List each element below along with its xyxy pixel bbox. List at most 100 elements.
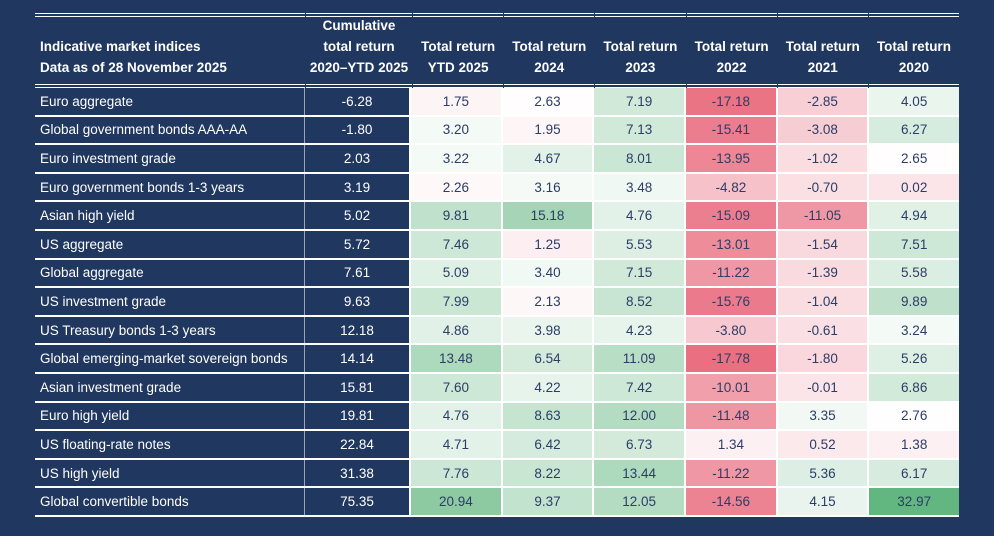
table-row: US aggregate 5.72 7.46 1.25 5.53 -13.01 -1.54 7… xyxy=(35,230,960,260)
row-label: Asian high yield xyxy=(35,202,305,229)
cumulative-return-cell: 3.19 xyxy=(305,173,411,201)
return-cell: 5.58 xyxy=(867,259,960,287)
return-cell: 7.76 xyxy=(411,459,501,487)
return-cell: 7.13 xyxy=(592,116,685,144)
return-cell: -3.08 xyxy=(775,116,868,144)
row-label: Global emerging-market sovereign bonds xyxy=(35,345,305,372)
return-cell: 13.44 xyxy=(592,459,685,487)
cumulative-return-cell: 15.81 xyxy=(305,373,411,401)
header-col-1: Total return YTD 2025 xyxy=(413,13,504,88)
cumulative-return-cell: 9.63 xyxy=(305,288,411,315)
cumulative-return-cell: 14.14 xyxy=(305,345,411,372)
return-cell: 8.52 xyxy=(592,288,685,315)
table-row: Global emerging-market sovereign bonds 14… xyxy=(35,345,960,374)
return-cell: 4.94 xyxy=(867,202,960,229)
return-cell: 9.37 xyxy=(500,488,593,515)
return-cell: 3.40 xyxy=(500,259,593,287)
return-cell: -0.70 xyxy=(775,173,868,201)
return-cell: -11.22 xyxy=(684,259,776,287)
row-label: US high yield xyxy=(35,459,305,487)
return-cell: 4.22 xyxy=(500,373,593,401)
header-title-line1: Indicative market indices xyxy=(40,39,201,54)
row-label: US investment grade xyxy=(35,288,305,315)
header-row: Indicative market indices Data as of 28 … xyxy=(35,13,960,88)
return-cell: -14.56 xyxy=(684,488,776,515)
return-cell: 3.48 xyxy=(592,173,685,201)
header-col-6: Total return 2020 xyxy=(868,13,960,88)
return-cell: 3.24 xyxy=(867,316,960,344)
return-cell: 9.81 xyxy=(411,202,501,229)
header-col-line: 2022 xyxy=(716,60,747,75)
return-cell: -1.39 xyxy=(775,259,868,287)
header-col-line: Total return xyxy=(603,39,678,54)
return-cell: -11.22 xyxy=(684,459,776,487)
return-cell: -15.41 xyxy=(684,116,776,144)
return-cell: 7.19 xyxy=(592,88,685,115)
header-col-line: Total return xyxy=(421,39,496,54)
return-cell: 12.05 xyxy=(592,488,685,515)
return-cell: 4.76 xyxy=(411,402,501,430)
return-cell: 1.38 xyxy=(867,431,960,458)
return-cell: 7.51 xyxy=(867,230,960,258)
cumulative-return-cell: 12.18 xyxy=(305,316,411,344)
return-cell: 4.67 xyxy=(500,145,593,172)
return-cell: -17.18 xyxy=(684,88,776,115)
header-col-4: Total return 2022 xyxy=(686,13,777,88)
return-cell: -15.76 xyxy=(684,288,776,315)
header-col-0: Cumulative total return 2020–YTD 2025 xyxy=(306,13,412,88)
return-cell: 7.60 xyxy=(411,373,501,401)
return-cell: 3.98 xyxy=(500,316,593,344)
cumulative-return-cell: 22.84 xyxy=(305,431,411,458)
return-cell: 3.35 xyxy=(775,402,868,430)
return-cell: 4.05 xyxy=(867,88,960,115)
cumulative-return-cell: -6.28 xyxy=(305,88,411,115)
row-label: US floating-rate notes xyxy=(35,431,305,458)
return-cell: 4.23 xyxy=(592,316,685,344)
return-cell: 6.27 xyxy=(867,116,960,144)
return-cell: 3.22 xyxy=(411,145,501,172)
return-cell: -15.09 xyxy=(684,202,776,229)
return-cell: 12.00 xyxy=(592,402,685,430)
header-row-label: Indicative market indices Data as of 28 … xyxy=(35,13,305,88)
return-cell: -0.61 xyxy=(775,316,868,344)
return-cell: -13.95 xyxy=(684,145,776,172)
return-cell: -11.05 xyxy=(775,202,868,229)
return-cell: 2.13 xyxy=(500,288,593,315)
table-row: Euro government bonds 1-3 years 3.19 2.26 3… xyxy=(35,173,960,203)
cumulative-return-cell: 7.61 xyxy=(305,259,411,287)
header-col-line: Total return xyxy=(876,39,951,54)
return-cell: -1.02 xyxy=(775,145,868,172)
return-cell: -11.48 xyxy=(684,402,776,430)
return-cell: 2.63 xyxy=(500,88,593,115)
return-cell: -17.78 xyxy=(684,345,776,372)
return-cell: 8.63 xyxy=(500,402,593,430)
table-row: US high yield 31.38 7.76 8.22 13.44 -11.22 5.3… xyxy=(35,459,960,489)
row-label: Euro investment grade xyxy=(35,145,305,172)
cumulative-return-cell: 31.38 xyxy=(305,459,411,487)
return-cell: 1.25 xyxy=(500,230,593,258)
return-cell: 7.99 xyxy=(411,288,501,315)
return-cell: 6.42 xyxy=(500,431,593,458)
return-cell: -1.54 xyxy=(775,230,868,258)
table-body: Euro aggregate -6.28 1.75 2.63 7.19 -17.18 -2.… xyxy=(35,88,960,517)
return-cell: 7.15 xyxy=(592,259,685,287)
return-cell: 2.26 xyxy=(411,173,501,201)
return-cell: 6.73 xyxy=(592,431,685,458)
return-cell: 13.48 xyxy=(411,345,501,372)
header-col-line: 2020 xyxy=(898,60,929,75)
return-cell: -1.80 xyxy=(775,345,868,372)
row-label: Asian investment grade xyxy=(35,373,305,401)
row-label: Global aggregate xyxy=(35,259,305,287)
row-label: US aggregate xyxy=(35,230,305,258)
market-indices-table: Indicative market indices Data as of 28 … xyxy=(35,13,960,517)
return-cell: 5.53 xyxy=(592,230,685,258)
header-col-line: 2020–YTD 2025 xyxy=(309,60,409,75)
table-row: US investment grade 9.63 7.99 2.13 8.52 -15.7… xyxy=(35,288,960,317)
row-label: Global government bonds AAA-AA xyxy=(35,116,305,144)
return-cell: 20.94 xyxy=(411,488,501,515)
return-cell: 8.22 xyxy=(500,459,593,487)
table-row: Global aggregate 7.61 5.09 3.40 7.15 -11.22 -1… xyxy=(35,259,960,289)
return-cell: 4.71 xyxy=(411,431,501,458)
row-label: Global convertible bonds xyxy=(35,488,305,515)
